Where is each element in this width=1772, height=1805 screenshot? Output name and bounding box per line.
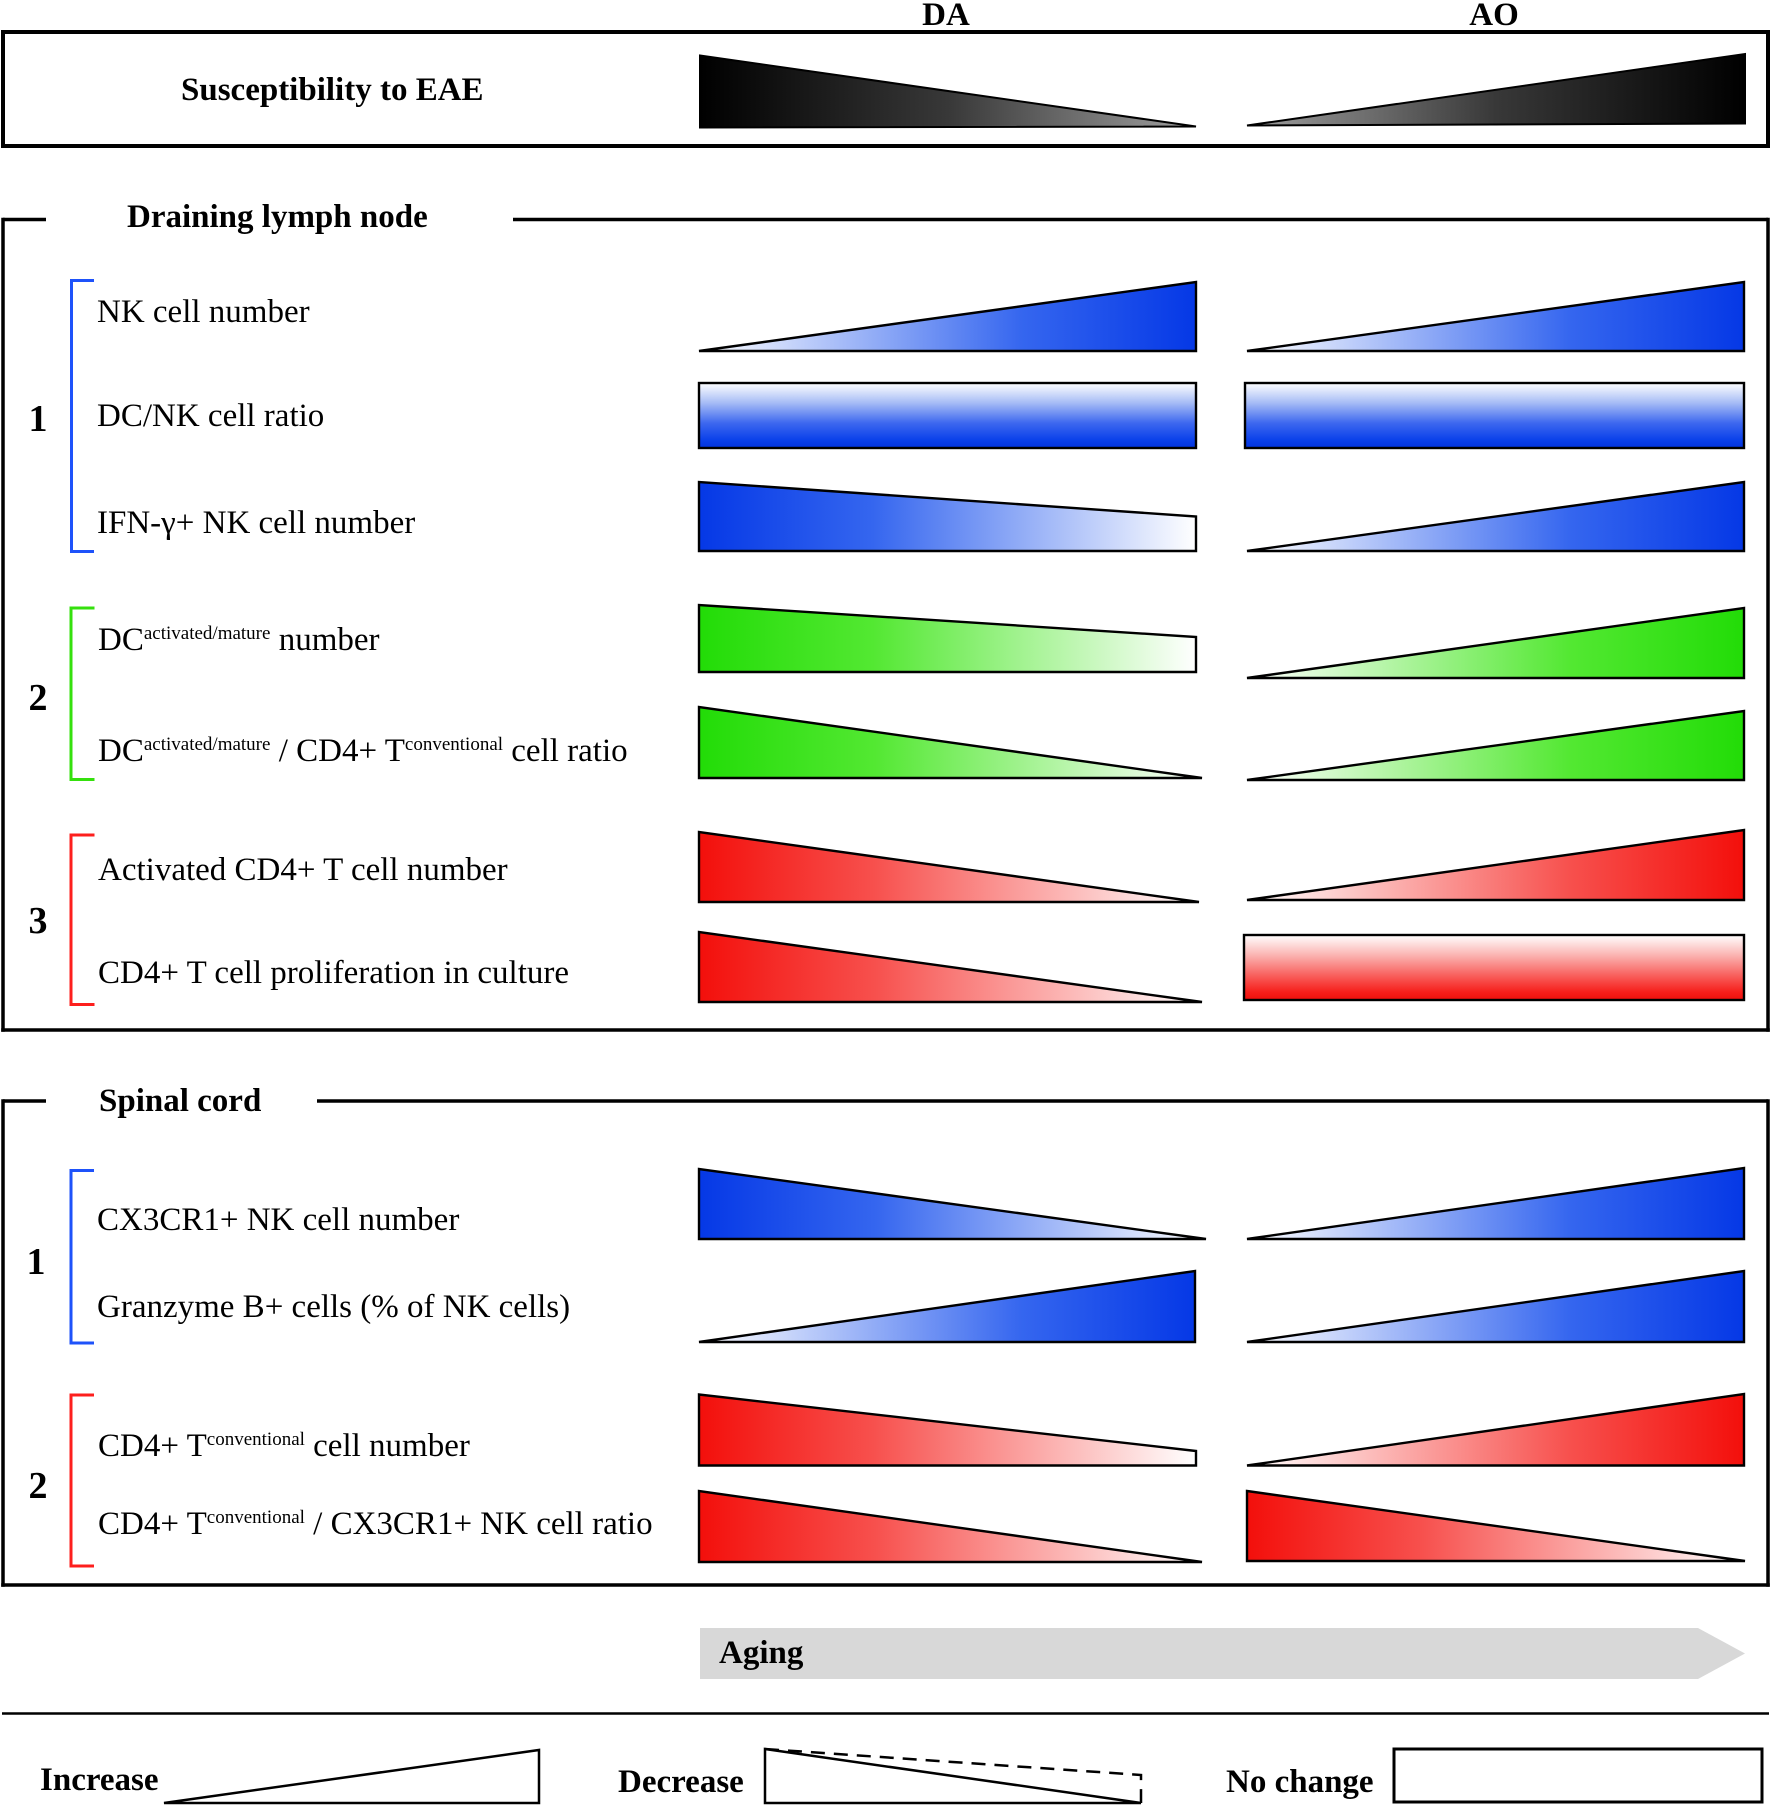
svg-text:IFN-γ+ NK cell number: IFN-γ+ NK cell number	[97, 505, 415, 541]
svg-text:Granzyme B+ cells (% of NK cel: Granzyme B+ cells (% of NK cells)	[97, 1289, 570, 1325]
svg-text:CX3CR1+ NK cell number: CX3CR1+ NK cell number	[97, 1202, 459, 1238]
svg-text:Aging: Aging	[719, 1635, 804, 1671]
svg-text:Draining lymph node: Draining lymph node	[127, 199, 428, 235]
svg-text:2: 2	[29, 677, 48, 719]
svg-text:Susceptibility to EAE: Susceptibility to EAE	[181, 72, 484, 108]
svg-text:DCactivated/mature number: DCactivated/mature number	[98, 622, 380, 658]
svg-text:NK cell number: NK cell number	[97, 294, 310, 330]
svg-text:Activated CD4+ T cell number: Activated CD4+ T cell number	[98, 852, 508, 888]
svg-text:1: 1	[27, 1241, 46, 1283]
svg-text:Spinal cord: Spinal cord	[99, 1083, 261, 1119]
svg-text:Increase: Increase	[40, 1762, 159, 1798]
svg-text:2: 2	[29, 1465, 48, 1507]
svg-text:DC/NK cell ratio: DC/NK cell ratio	[97, 398, 324, 434]
svg-text:CD4+ Tconventional cell number: CD4+ Tconventional cell number	[98, 1428, 470, 1464]
svg-text:No change: No change	[1226, 1764, 1374, 1800]
svg-text:3: 3	[29, 900, 48, 942]
svg-text:DA: DA	[922, 0, 970, 33]
svg-text:AO: AO	[1469, 0, 1519, 33]
svg-text:CD4+ T cell proliferation in c: CD4+ T cell proliferation in culture	[98, 955, 569, 991]
svg-text:1: 1	[29, 398, 48, 440]
svg-text:Decrease: Decrease	[618, 1764, 744, 1800]
svg-text:DCactivated/mature / CD4+ Tcon: DCactivated/mature / CD4+ Tconventional …	[98, 733, 628, 769]
svg-text:CD4+ Tconventional / CX3CR1+ N: CD4+ Tconventional / CX3CR1+ NK cell rat…	[98, 1506, 653, 1542]
